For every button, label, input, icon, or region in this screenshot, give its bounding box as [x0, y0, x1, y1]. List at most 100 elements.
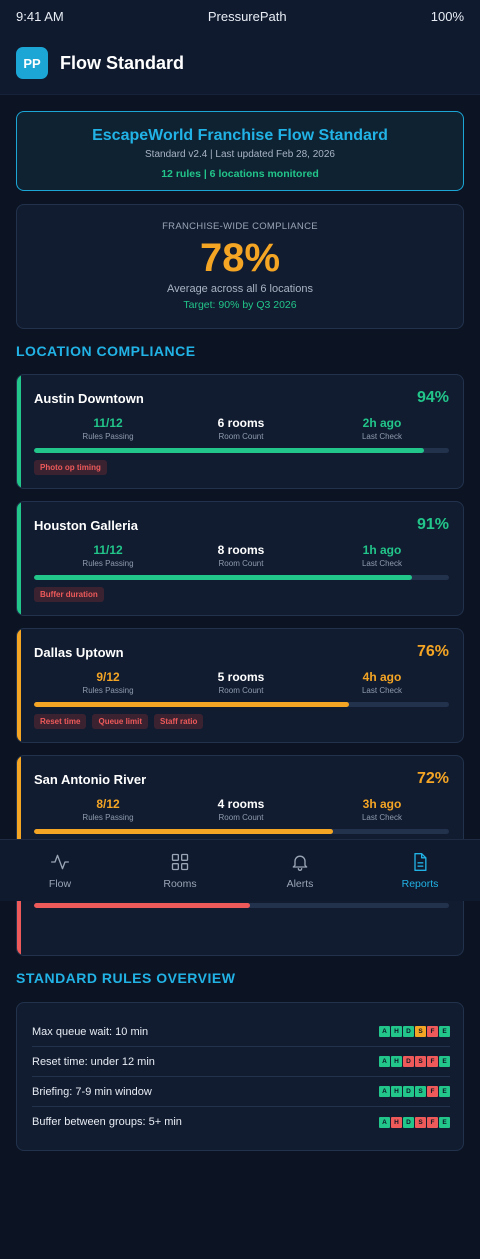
app-logo: PP	[16, 47, 48, 79]
room-count-stat: 5 rooms Room Count	[181, 670, 301, 695]
room-count-value: 5 rooms	[217, 670, 265, 684]
room-count-stat: 8 rooms Room Count	[181, 543, 301, 568]
standard-title: EscapeWorld Franchise Flow Standard	[92, 127, 388, 144]
issue-tag[interactable]: Photo op timing	[34, 460, 107, 475]
tab-flow[interactable]: Flow	[0, 840, 120, 901]
status-accent-bar	[17, 756, 21, 869]
standard-card[interactable]: EscapeWorld Franchise Flow Standard Stan…	[16, 111, 464, 191]
location-name: San Antonio River	[34, 772, 147, 787]
status-accent-bar	[17, 375, 21, 488]
last-check-label: Last Check	[361, 559, 403, 568]
location-status-chip: E	[439, 1056, 450, 1067]
progress-fill	[34, 903, 250, 908]
compliance-progress-bar	[34, 575, 449, 580]
location-percent: 91%	[416, 516, 449, 533]
room-count-stat: 6 rooms Room Count	[181, 416, 301, 441]
rules-card: Max queue wait: 10 min A H D S F E Reset time: …	[16, 1002, 464, 1151]
location-status-chip: H	[391, 1116, 402, 1128]
last-check-stat: 4h ago Last Check	[322, 670, 442, 695]
room-count-label: Room Count	[218, 559, 264, 568]
progress-fill	[34, 448, 425, 453]
status-accent-bar	[17, 863, 21, 955]
location-card[interactable]: Dallas Uptown 76% 9/12 Rules Passing 5 rooms…	[16, 628, 464, 743]
location-name: Austin Downtown	[34, 391, 144, 406]
location-status-chip: S	[415, 1026, 426, 1037]
status-time: 9:41 AM	[16, 8, 64, 24]
location-status-chip: D	[403, 1026, 414, 1037]
compliance-average: Average across all 6 locations	[167, 283, 313, 295]
issue-tag[interactable]: Reset time	[34, 714, 87, 729]
rule-row[interactable]: Buffer between groups: 5+ min A H D S F E	[32, 1107, 450, 1137]
issue-tag[interactable]: Queue limit	[92, 714, 149, 729]
room-count-label: Room Count	[218, 813, 264, 822]
compliance-progress-bar	[34, 829, 449, 834]
rule-text: Reset time: under 12 min	[32, 1055, 155, 1068]
last-check-value: 2h ago	[362, 416, 402, 430]
tab-label: Flow	[48, 878, 72, 890]
rules-passing-stat: 11/12 Rules Passing	[48, 416, 168, 441]
location-status-chip: F	[427, 1086, 438, 1097]
location-status-chip: D	[403, 1086, 414, 1097]
issue-tag[interactable]: Staff ratio	[154, 714, 204, 729]
location-status-chip: A	[379, 1026, 390, 1037]
grid-icon	[171, 853, 189, 871]
location-status-chip: H	[391, 1086, 402, 1097]
status-accent-bar	[17, 629, 21, 742]
last-check-value: 4h ago	[362, 670, 402, 684]
location-card[interactable]: Austin Downtown 94% 11/12 Rules Passing 6 ro…	[16, 374, 464, 489]
tab-label: Rooms	[163, 878, 197, 890]
rules-passing-label: Rules Passing	[82, 686, 134, 695]
last-check-value: 1h ago	[362, 543, 402, 557]
compliance-card: FRANCHISE-WIDE COMPLIANCE 78% Average ac…	[16, 204, 464, 329]
progress-fill	[34, 702, 350, 707]
tab-reports[interactable]: Reports	[360, 840, 480, 901]
rule-text: Buffer between groups: 5+ min	[32, 1116, 182, 1128]
room-count-value: 4 rooms	[217, 797, 265, 811]
room-count-stat: 4 rooms Room Count	[181, 797, 301, 822]
rules-passing-value: 8/12	[96, 797, 120, 811]
compliance-progress-bar	[34, 702, 449, 707]
rule-text: Briefing: 7-9 min window	[32, 1085, 152, 1098]
location-percent: 94%	[416, 389, 449, 406]
tab-alerts[interactable]: Alerts	[240, 840, 360, 901]
issue-tags: Reset time Queue limit Staff ratio	[34, 714, 204, 729]
issue-tags: Photo op timing	[34, 460, 107, 475]
tab-bar: Flow Rooms Alerts Reports	[0, 839, 480, 901]
location-name: Dallas Uptown	[34, 645, 124, 660]
location-status-chip: F	[427, 1056, 438, 1067]
page-title: Flow Standard	[60, 52, 185, 73]
standard-meta: 12 rules | 6 locations monitored	[161, 168, 319, 180]
location-section-title: LOCATION COMPLIANCE	[16, 343, 196, 359]
rules-passing-label: Rules Passing	[82, 432, 134, 441]
rule-row[interactable]: Reset time: under 12 min A H D S F E	[32, 1047, 450, 1077]
location-percent: 76%	[416, 643, 449, 660]
location-status-chip: A	[379, 1086, 390, 1097]
rule-text: Max queue wait: 10 min	[32, 1025, 149, 1038]
location-status-chip: H	[391, 1056, 402, 1067]
last-check-label: Last Check	[361, 813, 403, 822]
location-status-chip: E	[439, 1026, 450, 1037]
location-status-chip: S	[415, 1086, 426, 1097]
compliance-progress-bar	[34, 448, 449, 453]
location-card[interactable]: Houston Galleria 91% 11/12 Rules Passing 8 r…	[16, 501, 464, 616]
rules-passing-label: Rules Passing	[82, 559, 134, 568]
location-status-chip: F	[427, 1026, 438, 1037]
room-count-label: Room Count	[218, 432, 264, 441]
rule-row[interactable]: Max queue wait: 10 min A H D S F E	[32, 1017, 450, 1047]
rules-passing-value: 11/12	[93, 416, 123, 430]
rule-row[interactable]: Briefing: 7-9 min window A H D S F E	[32, 1077, 450, 1107]
tab-label: Reports	[401, 878, 439, 890]
bell-icon	[292, 855, 308, 871]
status-bar: 9:41 AM PressurePath 100%	[0, 0, 480, 32]
document-icon	[414, 853, 427, 871]
issue-tag[interactable]: Buffer duration	[34, 587, 104, 602]
app-header: PP Flow Standard	[0, 32, 480, 95]
location-name: Houston Galleria	[34, 518, 139, 533]
location-percent: 72%	[416, 770, 449, 787]
status-accent-bar	[17, 502, 21, 615]
tab-rooms[interactable]: Rooms	[120, 840, 240, 901]
room-count-value: 6 rooms	[217, 416, 265, 430]
location-status-chip: S	[415, 1056, 426, 1067]
location-status-chip: S	[415, 1116, 426, 1128]
